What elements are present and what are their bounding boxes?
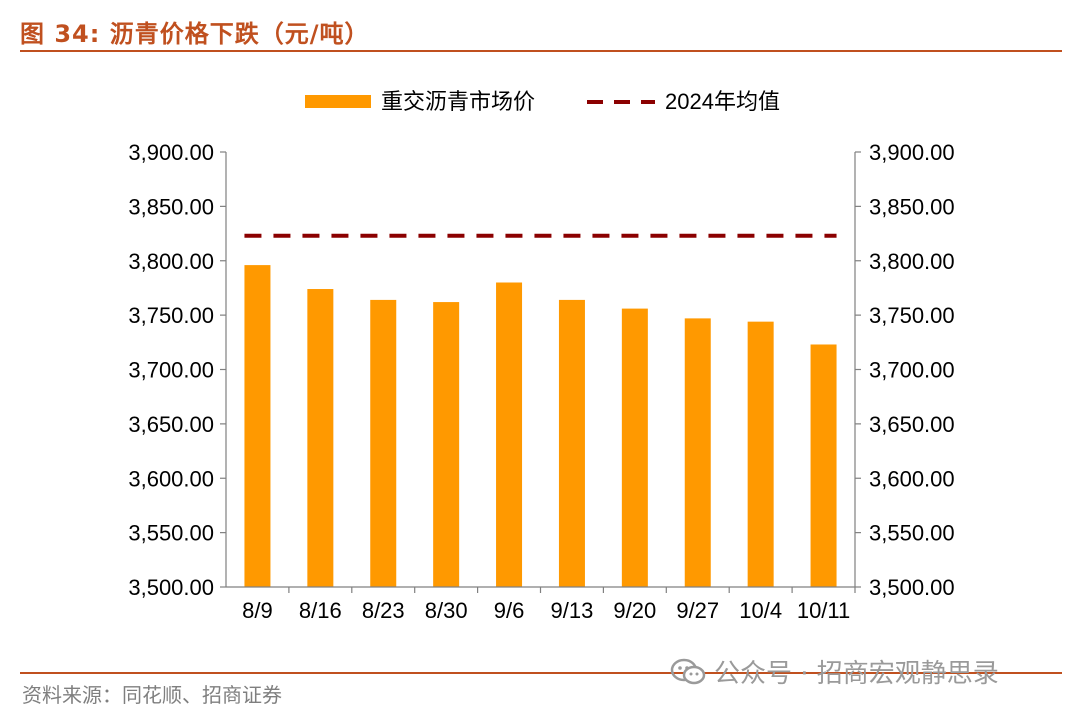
wechat-icon <box>670 658 706 684</box>
source-rule <box>20 672 1062 674</box>
right-tick-label: 3,500.00 <box>869 575 955 600</box>
left-tick-label: 3,550.00 <box>128 521 214 546</box>
bar-8/16 <box>307 289 334 587</box>
watermark-text: 公众号 · 招商宏观静思录 <box>714 659 999 689</box>
bar-8/23 <box>370 299 397 587</box>
left-tick-label: 3,600.00 <box>128 466 214 491</box>
bar-9/13 <box>558 299 585 587</box>
left-tick-label: 3,650.00 <box>128 412 214 437</box>
right-tick-label: 3,650.00 <box>869 412 955 437</box>
right-tick-label: 3,800.00 <box>869 249 955 274</box>
title-rule <box>20 50 1062 52</box>
left-tick-label: 3,850.00 <box>128 194 214 219</box>
bar-9/6 <box>496 282 523 587</box>
bar-10/4 <box>747 321 774 587</box>
right-tick-label: 3,700.00 <box>869 358 955 383</box>
right-tick-label: 3,600.00 <box>869 466 955 491</box>
x-tick-label: 10/11 <box>797 598 850 623</box>
legend-bar-label: 重交沥青市场价 <box>381 89 535 114</box>
figure-title: 图 34: 沥青价格下跌（元/吨） <box>20 20 370 48</box>
x-tick-label: 9/27 <box>676 598 719 623</box>
left-tick-label: 3,900.00 <box>128 140 214 165</box>
x-axis: 8/9 8/16 8/23 8/30 9/6 9/13 9/20 9/27 10/4 10/11 <box>226 586 856 623</box>
bar-9/20 <box>621 308 648 587</box>
legend-line-label: 2024年均值 <box>665 89 780 114</box>
chart-legend: 重交沥青市场价 2024年均值 <box>305 89 780 114</box>
left-y-axis: 3,500.00 3,550.00 3,600.00 3,650.00 3,700.00… <box>128 140 227 600</box>
x-tick-label: 9/13 <box>551 598 594 623</box>
x-tick-label: 8/30 <box>425 598 468 623</box>
x-tick-label: 8/16 <box>299 598 342 623</box>
left-tick-label: 3,750.00 <box>128 303 214 328</box>
x-tick-label: 9/6 <box>494 598 525 623</box>
right-tick-label: 3,900.00 <box>869 140 955 165</box>
bar-8/30 <box>433 302 460 587</box>
right-y-axis: 3,500.00 3,550.00 3,600.00 3,650.00 3,700.00… <box>854 140 955 600</box>
bar-8/9 <box>244 265 271 587</box>
x-tick-label: 8/9 <box>242 598 273 623</box>
bar-series <box>244 265 837 587</box>
right-tick-label: 3,550.00 <box>869 521 955 546</box>
left-tick-label: 3,800.00 <box>128 249 214 274</box>
legend-bar-swatch <box>305 95 371 108</box>
bar-10/11 <box>810 344 837 587</box>
x-tick-label: 9/20 <box>613 598 656 623</box>
right-tick-label: 3,750.00 <box>869 303 955 328</box>
left-tick-label: 3,500.00 <box>128 575 214 600</box>
right-tick-label: 3,850.00 <box>869 194 955 219</box>
x-tick-label: 8/23 <box>362 598 405 623</box>
source-note: 资料来源：同花顺、招商证券 <box>22 683 282 707</box>
left-tick-label: 3,700.00 <box>128 358 214 383</box>
bar-9/27 <box>684 318 711 587</box>
x-tick-label: 10/4 <box>739 598 782 623</box>
watermark: 公众号 · 招商宏观静思录 <box>670 653 999 690</box>
